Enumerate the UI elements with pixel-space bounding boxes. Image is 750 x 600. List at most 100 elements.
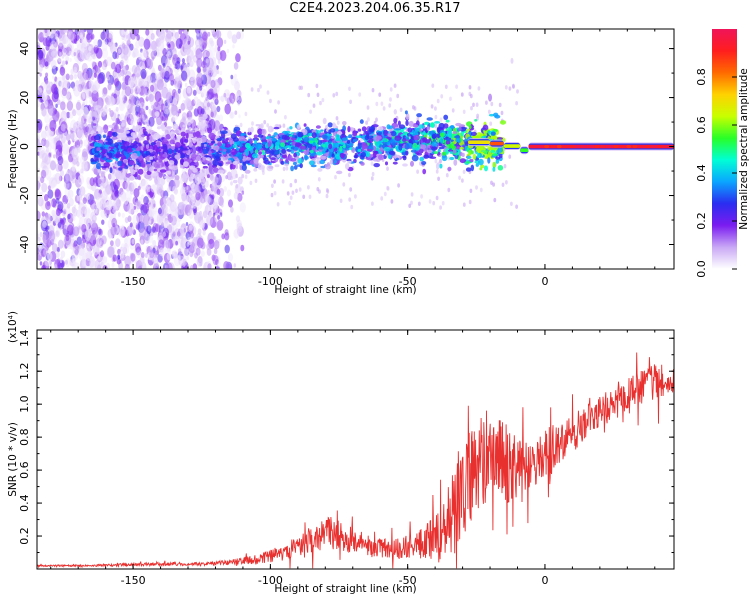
noise-speck [125, 99, 131, 110]
ridge-speck [232, 179, 238, 184]
noise-speck [52, 75, 55, 80]
ridge-speck [351, 147, 356, 153]
noise-speck [89, 92, 92, 97]
ridge-speck [417, 152, 422, 156]
ridge-speck [275, 141, 280, 146]
noise-speck [223, 39, 227, 45]
ridge-speck [129, 175, 135, 181]
noise-speck [57, 221, 62, 228]
ridge-speck [143, 166, 148, 172]
noise-speck [81, 223, 87, 233]
ridge-speck [261, 128, 267, 136]
noise-speck [148, 93, 154, 103]
noise-speck [325, 188, 329, 193]
noise-speck [135, 200, 142, 210]
ridge-speck [455, 146, 461, 149]
noise-speck [40, 163, 44, 169]
ridge-speck [421, 161, 427, 165]
ridge-speck [253, 157, 259, 164]
noise-speck [47, 185, 51, 191]
noise-speck [348, 172, 351, 178]
noise-speck [84, 132, 88, 138]
noise-speck [153, 257, 158, 264]
noise-speck [115, 106, 119, 112]
noise-speck [42, 32, 46, 38]
ridge-speck [393, 109, 397, 115]
ridge-speck [180, 131, 187, 137]
noise-speck [210, 79, 216, 89]
noise-speck [451, 108, 455, 113]
noise-speck [172, 250, 178, 260]
noise-speck [217, 46, 221, 52]
noise-speck [349, 187, 353, 192]
noise-speck [440, 94, 444, 99]
ridge-speck [108, 165, 114, 169]
noise-speck [417, 201, 421, 206]
noise-speck [196, 72, 204, 84]
noise-speck [89, 259, 95, 268]
noise-speck [117, 225, 125, 238]
noise-speck [118, 93, 125, 103]
ridge-speck [388, 150, 396, 155]
noise-speck [335, 116, 339, 121]
noise-speck [165, 58, 170, 66]
noise-speck [166, 213, 170, 218]
ridge-speck [134, 169, 138, 172]
noise-speck [207, 88, 215, 100]
ridge-speck [233, 143, 238, 148]
ridge-speck [315, 125, 321, 129]
noise-speck [212, 255, 219, 266]
ridge-speck [348, 134, 352, 139]
ridge-speck [168, 160, 175, 165]
ridge-speck [225, 137, 229, 141]
ridge-speck [372, 150, 379, 154]
ridge-speck [247, 131, 252, 136]
ridge-speck [163, 138, 168, 143]
noise-speck [516, 89, 519, 94]
noise-speck [173, 187, 178, 195]
ridge-speck [345, 163, 350, 170]
ridge-speck [257, 163, 264, 170]
noise-speck [81, 36, 88, 47]
ridge-speck [296, 124, 301, 130]
ridge-speck [376, 135, 382, 140]
ridge-speck [290, 150, 294, 154]
noise-speck [233, 192, 239, 200]
noise-speck [152, 67, 156, 73]
ridge-speck [138, 143, 142, 147]
noise-speck [93, 72, 97, 78]
ridge-speck [255, 143, 262, 151]
noise-speck [119, 102, 125, 111]
noise-speck [88, 46, 92, 52]
ridge-speck [422, 168, 427, 175]
ridge-speck [310, 164, 317, 168]
ridge-speck [322, 117, 327, 125]
noise-speck [92, 54, 97, 60]
ridge-speck [361, 142, 368, 149]
ridge-speck [260, 123, 264, 129]
ridge-speck [203, 144, 208, 147]
noise-speck [223, 93, 227, 98]
ridge-speck [202, 148, 207, 155]
ridge-speck [149, 135, 153, 142]
noise-speck [216, 105, 221, 113]
noise-speck [284, 115, 287, 120]
noise-speck [206, 50, 210, 58]
noise-speck [216, 30, 222, 39]
noise-speck [114, 211, 117, 216]
noise-speck [235, 53, 241, 63]
noise-speck [70, 68, 74, 75]
artifact-speck [510, 57, 514, 64]
ridge-speck [456, 134, 460, 139]
carrier-peak [613, 144, 619, 149]
noise-speck [118, 115, 122, 120]
ridge-speck [137, 133, 141, 139]
noise-speck [123, 31, 129, 42]
noise-speck [182, 190, 185, 195]
noise-speck [236, 222, 243, 233]
carrier-peak [600, 144, 606, 149]
noise-speck [175, 240, 179, 246]
noise-speck [334, 175, 337, 180]
ridge-speck [97, 143, 102, 148]
noise-speck [500, 110, 504, 116]
